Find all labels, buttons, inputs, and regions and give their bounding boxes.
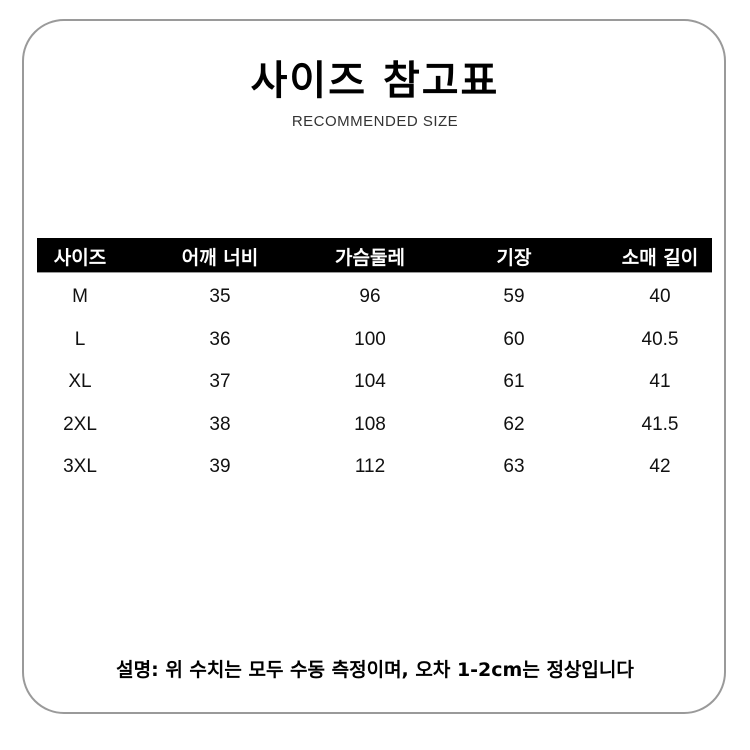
page-title: 사이즈 참고표 <box>250 58 500 104</box>
cell-length: 63 <box>503 456 525 477</box>
table-header: 사이즈 어깨 너비 가슴둘레 기장 소매 길이 <box>37 238 712 273</box>
cell-chest: 108 <box>354 414 386 435</box>
table-row: 3XL 39 112 63 42 <box>0 456 750 486</box>
cell-shoulder: 38 <box>209 414 231 435</box>
cell-length: 62 <box>503 414 525 435</box>
card-frame <box>22 19 726 714</box>
cell-sleeve: 40 <box>649 286 671 307</box>
cell-chest: 100 <box>354 329 386 350</box>
header-sleeve: 소매 길이 <box>621 247 699 269</box>
cell-sleeve: 41.5 <box>641 414 679 435</box>
page-subtitle: RECOMMENDED SIZE <box>291 113 459 130</box>
cell-size: 2XL <box>63 414 97 435</box>
header-chest: 가슴둘레 <box>335 247 405 269</box>
cell-size: L <box>74 329 86 350</box>
cell-size: 3XL <box>63 456 97 477</box>
cell-chest: 104 <box>354 371 386 392</box>
cell-sleeve: 42 <box>649 456 671 477</box>
cell-sleeve: 41 <box>649 371 671 392</box>
cell-chest: 96 <box>359 286 381 307</box>
cell-chest: 112 <box>354 456 386 477</box>
cell-shoulder: 36 <box>209 329 231 350</box>
table-row: 2XL 38 108 62 41.5 <box>0 414 750 444</box>
cell-sleeve: 40.5 <box>641 329 679 350</box>
cell-shoulder: 35 <box>209 286 231 307</box>
cell-length: 59 <box>503 286 525 307</box>
cell-size: M <box>72 286 88 307</box>
cell-length: 60 <box>503 329 525 350</box>
header-shoulder: 어깨 너비 <box>181 247 259 269</box>
table-row: M 35 96 59 40 <box>0 286 750 316</box>
table-row: XL 37 104 61 41 <box>0 371 750 401</box>
measurement-note: 설명: 위 수치는 모두 수동 측정이며, 오차 1-2cm는 정상입니다 <box>116 659 634 681</box>
header-size: 사이즈 <box>53 247 107 269</box>
header-length: 기장 <box>496 247 532 269</box>
cell-shoulder: 37 <box>209 371 231 392</box>
cell-length: 61 <box>503 371 525 392</box>
cell-size: XL <box>68 371 92 392</box>
cell-shoulder: 39 <box>209 456 231 477</box>
table-row: L 36 100 60 40.5 <box>0 329 750 359</box>
